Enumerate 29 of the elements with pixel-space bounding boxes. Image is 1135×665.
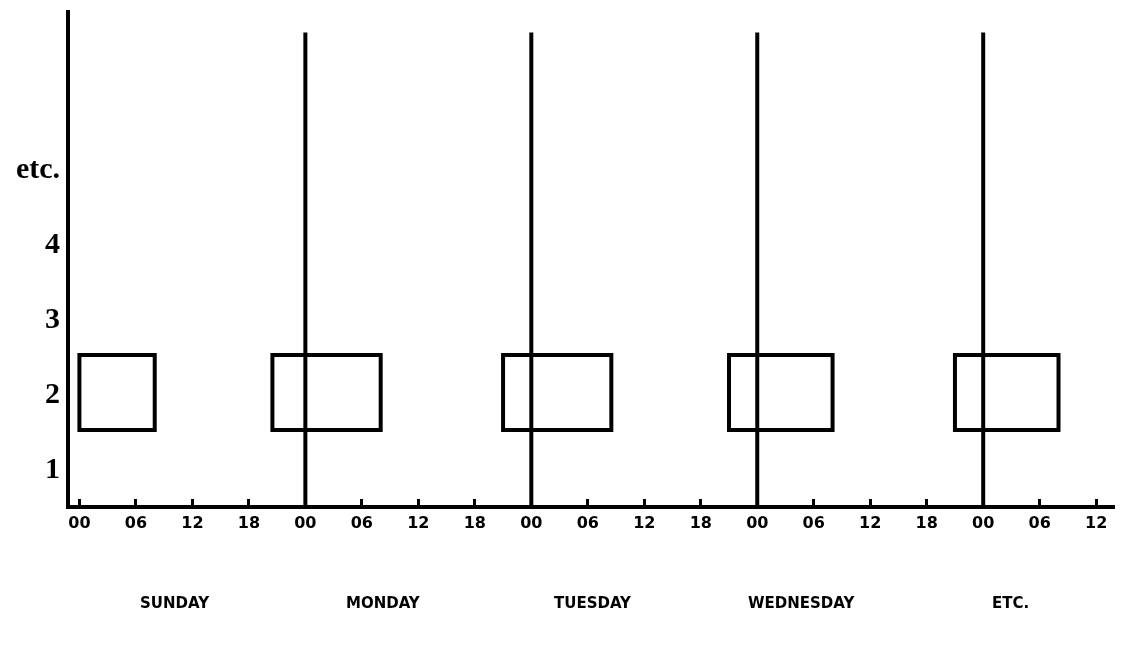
y-tick-label: 2 — [45, 376, 60, 409]
x-tick-label: 12 — [181, 513, 204, 533]
x-tick-label: 18 — [463, 513, 486, 533]
x-tick-label: 18 — [237, 513, 260, 533]
text: SUNDAY — [140, 594, 211, 612]
y-tick-label: etc. — [15, 151, 60, 184]
x-tick-label: 00 — [68, 513, 91, 533]
x-tick-label: 06 — [576, 513, 599, 533]
text: TUESDAY — [554, 594, 633, 612]
x-tick-label: 12 — [407, 513, 430, 533]
text: WEDNESDAY — [748, 594, 856, 612]
x-tick-label: 06 — [802, 513, 825, 533]
text: MONDAY — [346, 594, 421, 612]
x-tick-label: 00 — [294, 513, 317, 533]
x-tick-label: 06 — [124, 513, 148, 533]
y-tick-label: 1 — [45, 451, 60, 484]
y-tick-label: 4 — [45, 226, 60, 259]
x-tick-label: 00 — [972, 513, 995, 533]
x-tick-label: 12 — [859, 513, 882, 533]
x-tick-label: 06 — [1028, 513, 1051, 533]
x-tick-label: 18 — [915, 513, 938, 533]
x-tick-label: 00 — [746, 513, 769, 533]
x-tick-label: 06 — [350, 513, 373, 533]
y-tick-label: 3 — [45, 301, 60, 334]
x-tick-label: 12 — [633, 513, 656, 533]
x-tick-label: 12 — [1085, 513, 1108, 533]
x-tick-label: 00 — [520, 513, 543, 533]
text: ETC. — [992, 594, 1030, 612]
x-tick-label: 18 — [689, 513, 712, 533]
